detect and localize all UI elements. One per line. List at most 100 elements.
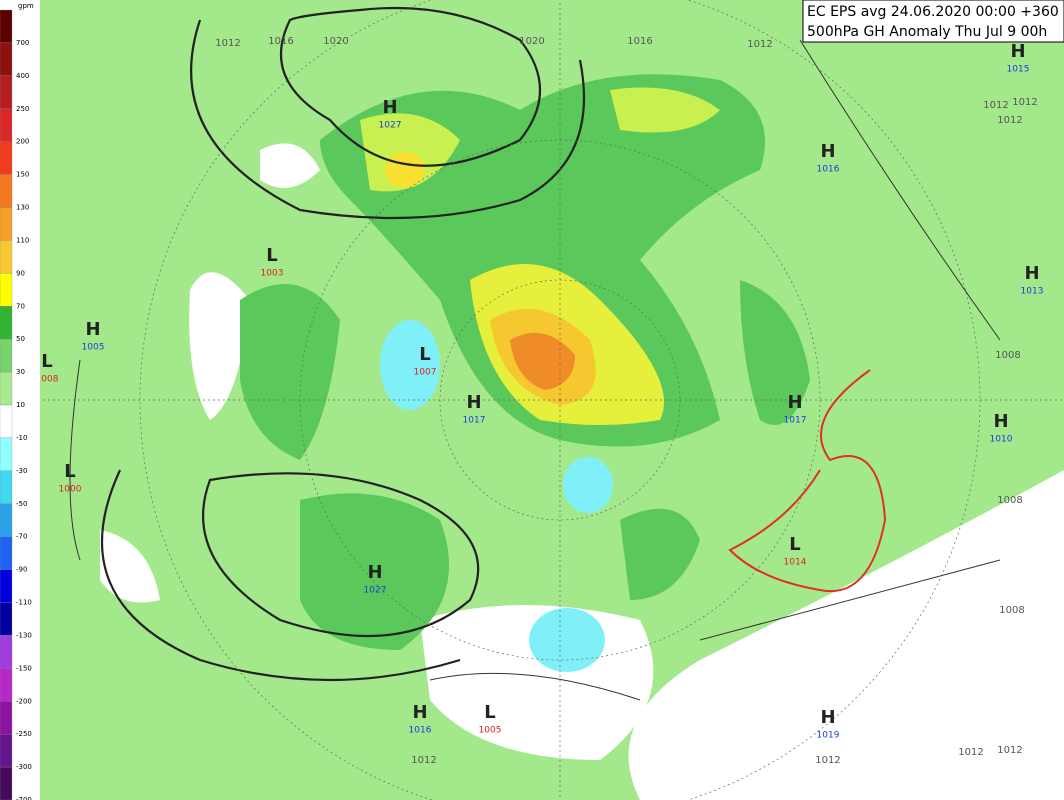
anomaly-fields	[100, 74, 1064, 800]
legend-swatch	[0, 404, 13, 439]
center-symbol: H	[382, 97, 397, 118]
center-symbol: H	[367, 562, 382, 583]
center-value: 1027	[364, 586, 387, 596]
legend-swatch	[0, 569, 13, 603]
legend-label: 250	[16, 105, 29, 113]
center-value: 1015	[1007, 65, 1030, 75]
legend-label: -90	[16, 566, 27, 574]
legend-swatch	[0, 766, 13, 800]
legend-swatch	[0, 734, 13, 768]
legend-label: 700	[16, 39, 29, 47]
center-symbol: H	[820, 707, 835, 728]
legend-label: -50	[16, 500, 27, 508]
center-symbol: L	[266, 245, 277, 266]
center-symbol: H	[993, 411, 1008, 432]
legend-label: 90	[16, 269, 25, 277]
center-value: 1017	[784, 416, 807, 426]
center-symbol: L	[41, 351, 52, 372]
center-symbol: L	[484, 702, 495, 723]
legend-unit: gpm	[18, 2, 34, 10]
isobar-label: 1008	[997, 495, 1022, 506]
center-symbol: H	[1010, 41, 1025, 62]
legend-label: -110	[16, 599, 32, 607]
isobar-label: 1020	[519, 36, 544, 47]
legend-swatch	[0, 273, 13, 307]
header: EC EPS avg 24.06.2020 00:00 +360 h 500hP…	[802, 0, 1064, 43]
center-value: 1008	[36, 375, 59, 385]
legend-swatch	[0, 437, 13, 471]
legend-swatch	[0, 141, 13, 175]
center-symbol: H	[787, 392, 802, 413]
center-value: 1014	[784, 558, 807, 568]
legend-label: -200	[16, 697, 32, 705]
color-legend: gpm 700 400 250 200 150 130 110 90 70 50 30 10 -10 -3…	[0, 0, 40, 800]
legend-label: -250	[16, 730, 32, 738]
legend-label: 130	[16, 204, 29, 212]
isobars	[69, 6, 1001, 701]
center-symbol: L	[64, 461, 75, 482]
legend-label: -700	[16, 796, 32, 800]
isobar-label: 1012	[411, 755, 436, 766]
center-value: 1017	[463, 416, 486, 426]
isobar-label: 1012	[958, 747, 983, 758]
legend-swatch	[0, 339, 13, 373]
isobar-label: 1012	[997, 115, 1022, 126]
pressure-centers: H 1015 H 1027 H 1016 L 1003 H 1013 H 1005 L 1008 L 1007…	[36, 41, 1044, 741]
center-value: 1005	[82, 343, 105, 353]
isobar-label: 1012	[983, 100, 1008, 111]
legend-label: -10	[16, 434, 27, 442]
center-value: 1007	[414, 368, 437, 378]
legend-swatch	[0, 9, 13, 44]
legend-label: -30	[16, 467, 27, 475]
isobar-label: 1020	[323, 36, 348, 47]
isobar-label: 1016	[268, 36, 293, 47]
legend-swatch	[0, 536, 13, 570]
isobar-label: 1016	[627, 36, 652, 47]
center-symbol: L	[419, 344, 430, 365]
isobar-label: 1012	[815, 755, 840, 766]
legend-swatch	[0, 207, 13, 241]
header-line: 500hPa GH Anomaly Thu Jul 9 00h	[807, 24, 1047, 40]
legend-swatch	[0, 108, 13, 142]
legend-swatch	[0, 174, 13, 208]
center-symbol: L	[789, 534, 800, 555]
legend-label: -150	[16, 664, 32, 672]
legend-label: -70	[16, 533, 27, 541]
legend-label: 200	[16, 138, 29, 146]
center-value: 1016	[817, 165, 840, 175]
header-line: EC EPS avg 24.06.2020 00:00 +360 h	[807, 4, 1064, 20]
isobar-label: 1008	[995, 350, 1020, 361]
center-value: 1000	[59, 485, 82, 495]
center-symbol: H	[820, 141, 835, 162]
legend-swatch	[0, 503, 13, 537]
legend-label: 150	[16, 171, 29, 179]
legend-swatch	[0, 668, 13, 702]
legend-swatch	[0, 371, 13, 406]
legend-swatch	[0, 240, 13, 274]
legend-label: 50	[16, 335, 25, 343]
legend-swatch	[0, 42, 13, 76]
legend-swatch	[0, 701, 13, 735]
legend-swatch	[0, 306, 13, 340]
isobar-label: 1012	[1012, 97, 1037, 108]
isobar-label: 1012	[215, 38, 240, 49]
center-symbol: H	[1024, 263, 1039, 284]
center-value: 1005	[479, 726, 502, 736]
legend-swatch	[0, 470, 13, 504]
center-value: 1013	[1021, 287, 1044, 297]
legend-label: 70	[16, 302, 25, 310]
legend-label: -130	[16, 631, 32, 639]
center-symbol: H	[466, 392, 481, 413]
legend-label: 10	[16, 401, 25, 409]
isobar-label: 1008	[999, 605, 1024, 616]
center-value: 1019	[817, 731, 840, 741]
center-value: 1003	[261, 269, 284, 279]
legend-label: 30	[16, 368, 25, 376]
legend-label: 400	[16, 72, 29, 80]
isobar-labels: 1012 1016 1020 1020 1016 1012 1012 1012 1012 1008…	[215, 36, 1037, 766]
legend-swatch	[0, 635, 13, 669]
center-value: 1027	[379, 121, 402, 131]
legend-swatch	[0, 602, 13, 636]
